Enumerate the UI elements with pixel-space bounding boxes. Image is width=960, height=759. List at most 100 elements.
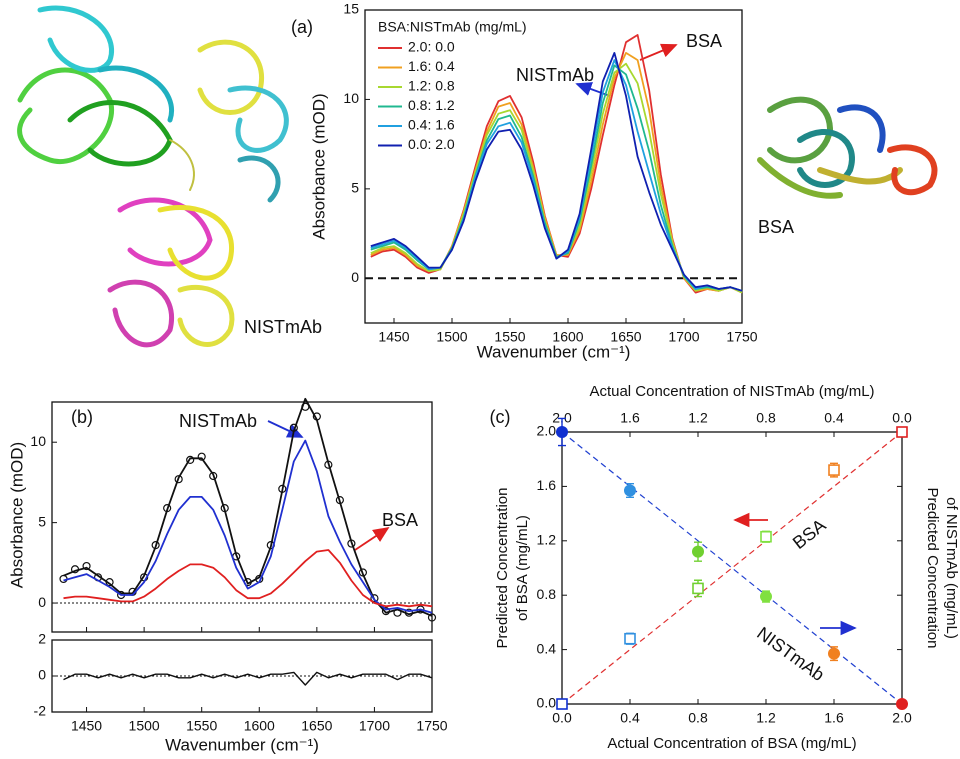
panel-label: (b): [71, 407, 93, 427]
structure-label: BSA: [758, 217, 794, 237]
legend-label: 0.8: 1.2: [408, 97, 455, 113]
data-point: [427, 613, 437, 622]
legend-label: 1.2: 0.8: [408, 78, 455, 94]
annotation-arrows: [267, 43, 857, 636]
series-label: BSA: [789, 515, 830, 553]
series-line: [63, 549, 433, 608]
legend-title: BSA:NISTmAb (mg/mL): [378, 19, 527, 35]
data-point: [692, 582, 704, 595]
data-point: [197, 452, 206, 461]
x2-tick-label: 0.0: [892, 410, 912, 426]
y-tick-label: 1.6: [537, 477, 557, 493]
data-point: [624, 484, 636, 497]
series-line: [63, 397, 433, 617]
annotation: NISTmAb: [516, 65, 594, 85]
plot-frame: [51, 401, 433, 633]
plot-frame: [561, 431, 903, 705]
y-tick-label: 0.4: [537, 640, 557, 656]
data-point: [556, 426, 568, 438]
y-axis-label: Predicted Concentration: [494, 488, 511, 649]
plot-frame: [364, 9, 743, 324]
x-tick-label: 0.4: [620, 710, 640, 726]
y-axis-label: of BSA (mg/mL): [514, 515, 531, 621]
x-tick-label: 1450: [378, 329, 409, 345]
x-tick-label: 0.0: [552, 710, 572, 726]
series-label: NISTmAb: [753, 623, 828, 685]
data-point: [556, 698, 568, 710]
series-line: [370, 52, 743, 292]
nistmab-structure: [17, 5, 289, 348]
x2-tick-label: 0.8: [756, 410, 776, 426]
x2-tick-label: 1.6: [620, 410, 640, 426]
y-axis-label: Absorbance (mOD): [7, 442, 26, 588]
x-tick-label: 1600: [244, 718, 275, 734]
y-axis-label: Absorbance (mOD): [309, 93, 328, 239]
panel-label: (c): [490, 407, 511, 427]
data-point: [82, 561, 91, 571]
y-tick-label: 15: [343, 1, 359, 17]
legend-label: 1.6: 0.4: [408, 58, 455, 74]
y-tick-label: 0: [38, 594, 46, 610]
legend-label: 0.4: 1.6: [408, 117, 455, 133]
y-tick-label: 10: [30, 433, 46, 449]
annotation: BSA: [382, 510, 418, 530]
data-point: [828, 464, 840, 476]
data-point: [370, 594, 379, 603]
x-tick-label: 1600: [552, 329, 583, 345]
y-tick-label: 10: [343, 90, 359, 106]
y-tick-label: 5: [351, 180, 359, 196]
data-point: [896, 426, 908, 438]
data-point: [828, 647, 840, 660]
x-tick-label: 1750: [416, 718, 447, 734]
x-tick-label: 1700: [668, 329, 699, 345]
annotation: BSA: [686, 31, 722, 51]
x2-tick-label: 0.4: [824, 410, 844, 426]
data-point: [174, 475, 183, 484]
y-tick-label: 0.0: [537, 695, 557, 711]
legend-label: 0.0: 2.0: [408, 136, 455, 152]
annotation: NISTmAb: [179, 411, 257, 431]
data-point: [760, 590, 772, 603]
data-point: [896, 698, 908, 710]
data-point: [624, 632, 636, 645]
x2-axis-label: Actual Concentration of NISTmAb (mg/mL): [589, 383, 874, 400]
y-tick-label: 2: [38, 631, 46, 647]
x-tick-label: 1550: [186, 718, 217, 734]
x-axis-label: Actual Concentration of BSA (mg/mL): [607, 735, 856, 752]
x-tick-label: 2.0: [892, 710, 912, 726]
series-line: [63, 439, 433, 614]
x-tick-label: 1750: [726, 329, 757, 345]
y-tick-label: 5: [38, 513, 46, 529]
x-tick-label: 0.8: [688, 710, 708, 726]
y-tick-label: 1.2: [537, 532, 557, 548]
structure-label: NISTmAb: [244, 317, 322, 337]
y-tick-label: 2.0: [537, 423, 557, 439]
x-tick-label: 1500: [129, 718, 160, 734]
y-tick-label: 0: [38, 667, 46, 683]
panel-label: (a): [291, 17, 313, 37]
series-line: [63, 671, 433, 686]
x-tick-label: 1700: [359, 718, 390, 734]
data-point: [692, 545, 704, 558]
x2-tick-label: 1.2: [688, 410, 708, 426]
x-tick-label: 1550: [494, 329, 525, 345]
y-tick-label: 0.8: [537, 586, 557, 602]
x-tick-label: 1.2: [756, 710, 776, 726]
ideal-line: [561, 431, 903, 705]
y-tick-label: -2: [34, 703, 47, 719]
bsa-structure: [757, 96, 938, 199]
data-point: [186, 455, 195, 465]
data-point: [209, 471, 218, 481]
x-tick-label: 1500: [436, 329, 467, 345]
x-tick-label: 1450: [71, 718, 102, 734]
y2-axis-label: of NISTmAb (mg/mL): [943, 497, 960, 639]
legend-label: 2.0: 0.0: [408, 39, 455, 55]
y2-axis-label: Predicted Concentration: [924, 488, 941, 649]
data-point: [760, 530, 772, 543]
y-tick-label: 0: [351, 269, 359, 285]
x-axis-label: Wavenumber (cm⁻¹): [165, 735, 319, 754]
ideal-line: [561, 431, 903, 705]
x-tick-label: 1.6: [824, 710, 844, 726]
x-tick-label: 1650: [301, 718, 332, 734]
